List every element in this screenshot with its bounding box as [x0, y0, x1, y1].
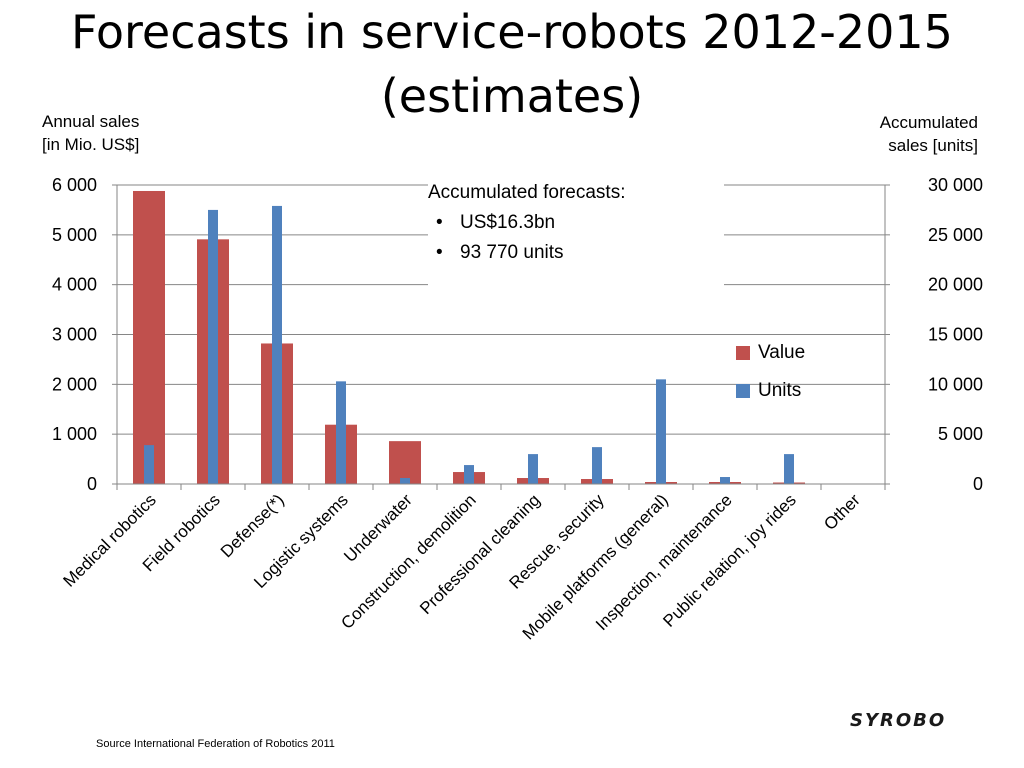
- right-tick-label: 30 000: [928, 175, 983, 195]
- annotation-bullet-text: US$16.3bn: [460, 212, 556, 233]
- left-axis-title-line-2: [in Mio. US$]: [42, 135, 140, 154]
- legend-item-units: Units: [736, 372, 805, 410]
- svg-text:SYROBO: SYROBO: [850, 710, 946, 730]
- left-tick-label: 4 000: [52, 275, 97, 295]
- right-axis-title-line-1: Accumulated: [879, 113, 978, 132]
- category-label: Medical robotics: [60, 490, 160, 590]
- units-bar: [400, 478, 410, 484]
- right-tick-label: 10 000: [928, 374, 983, 394]
- units-bar: [464, 465, 474, 484]
- annotation-heading: Accumulated forecasts:: [428, 182, 626, 203]
- right-axis-title-line-2: sales [units]: [888, 136, 978, 155]
- left-tick-label: 1 000: [52, 424, 97, 444]
- units-bar: [208, 209, 218, 484]
- right-tick-label: 15 000: [928, 325, 983, 345]
- accumulated-forecasts-box: Accumulated forecasts: • US$16.3bn • 93 …: [428, 178, 724, 286]
- legend-label-units: Units: [758, 380, 802, 401]
- syrobo-logo-mark: SYROBO: [850, 710, 946, 731]
- syrobo-logo: SYROBO: [850, 710, 988, 735]
- right-tick-label: 25 000: [928, 225, 983, 245]
- axes: [112, 184, 890, 490]
- bullet-marker: •: [436, 212, 443, 233]
- right-axis-title: Accumulated sales [units]: [880, 111, 978, 157]
- left-axis-title-line-1: Annual sales: [42, 112, 140, 131]
- legend-swatch-value: [736, 346, 750, 360]
- left-tick-label: 5 000: [52, 225, 97, 245]
- units-bar: [784, 454, 794, 484]
- units-bar: [720, 477, 730, 484]
- annotation-bullet-2: • 93 770 units: [428, 238, 724, 268]
- left-tick-label: 2 000: [52, 374, 97, 394]
- units-bar: [272, 205, 282, 484]
- category-label: Public relation, joy rides: [659, 490, 799, 630]
- units-bar: [144, 445, 154, 484]
- right-tick-label: 20 000: [928, 275, 983, 295]
- title-line-1: Forecasts in service-robots 2012-2015: [71, 5, 953, 59]
- units-bar: [336, 381, 346, 484]
- source-note: Source International Federation of Robot…: [96, 738, 335, 750]
- legend-swatch-units: [736, 384, 750, 398]
- category-label: Other: [820, 490, 864, 534]
- units-bar: [656, 379, 666, 484]
- right-tick-label: 0: [973, 474, 983, 494]
- right-tick-label: 5 000: [938, 424, 983, 444]
- left-tick-label: 3 000: [52, 325, 97, 345]
- chart-legend: Value Units: [736, 334, 805, 410]
- units-bar: [592, 447, 602, 484]
- legend-label-value: Value: [758, 342, 806, 363]
- annotation-bullet-text: 93 770 units: [460, 242, 564, 263]
- annotation-bullet-1: • US$16.3bn: [428, 208, 724, 238]
- left-axis-title: Annual sales [in Mio. US$]: [42, 110, 139, 156]
- left-tick-label: 6 000: [52, 175, 97, 195]
- legend-item-value: Value: [736, 334, 805, 372]
- left-tick-label: 0: [87, 474, 97, 494]
- units-bar: [528, 454, 538, 484]
- value-bar: [389, 441, 421, 484]
- category-label: Professional cleaning: [416, 490, 544, 618]
- value-bar: [133, 190, 165, 485]
- slide-title: Forecasts in service-robots 2012-2015 (e…: [0, 0, 1024, 128]
- bars: [133, 190, 805, 485]
- bullet-marker: •: [436, 242, 443, 263]
- title-line-2: (estimates): [380, 69, 644, 123]
